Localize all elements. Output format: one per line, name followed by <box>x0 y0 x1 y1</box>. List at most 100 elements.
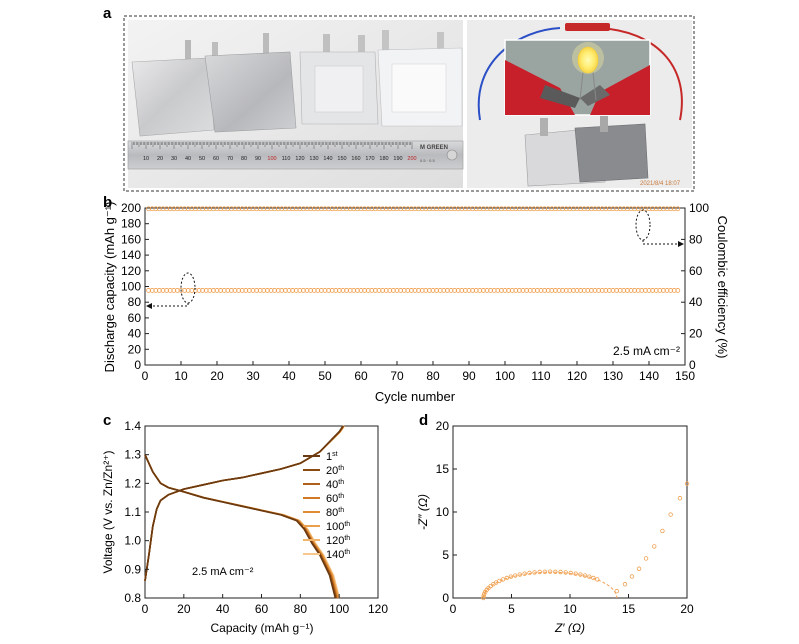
chart-b-point-efficiency <box>607 206 612 212</box>
chart-d-point <box>563 570 568 575</box>
chart-d-xtick-label: 5 <box>508 602 515 616</box>
chart-c-xtick-label: 100 <box>329 602 349 616</box>
chart-b-point-capacity <box>610 288 616 293</box>
chart-d-point <box>558 569 563 575</box>
ruler-number: 60 <box>213 156 219 162</box>
chart-d-point <box>522 571 527 576</box>
chart-b-point-capacity <box>146 288 152 293</box>
chart-b-point-capacity <box>383 288 389 293</box>
chart-b-point-efficiency <box>491 206 497 212</box>
chart-b-point-efficiency <box>643 206 648 212</box>
chart-d-point <box>542 569 548 574</box>
chart-b-arrow-right <box>642 240 678 245</box>
chart-b-point-efficiency <box>538 206 544 212</box>
chart-b-point-efficiency <box>556 206 562 212</box>
chart-b-point-capacity <box>437 288 443 293</box>
chart-b-xtick-label: 0 <box>142 369 149 383</box>
chart-b-point-efficiency <box>311 206 317 212</box>
chart-d-xtick-label: 15 <box>622 602 636 616</box>
chart-b-point-capacity <box>455 288 461 293</box>
chart-d-ytick-label: 5 <box>442 548 449 562</box>
chart-b-ytick-right-label: 20 <box>689 327 703 341</box>
chart-d-point <box>587 574 592 579</box>
chart-b-point-efficiency <box>236 206 242 212</box>
chart-b-xtick-label: 50 <box>318 369 332 383</box>
chart-b-point-capacity <box>592 288 598 293</box>
chart-d-point <box>591 575 596 581</box>
chart-b-point-capacity <box>520 288 526 293</box>
chart-c-xtick-label: 20 <box>177 602 191 616</box>
chart-b-point-efficiency <box>653 206 659 212</box>
chart-c-legend-label: 80th <box>326 507 344 519</box>
chart-b-point-capacity <box>347 288 353 293</box>
chart-d-point <box>527 570 532 576</box>
chart-d-point <box>537 569 542 575</box>
chart-c-charge-curve <box>144 425 345 581</box>
chart-c-legend-label: 1st <box>326 451 338 463</box>
chart-b-point-efficiency <box>535 206 540 212</box>
chart-b-xtick-label: 10 <box>174 369 188 383</box>
chart-d-point <box>568 570 573 576</box>
chart-b-ytick-left-label: 160 <box>121 232 141 246</box>
chart-d-point <box>481 595 486 601</box>
chart-b-point-efficiency <box>243 206 249 212</box>
chart-d-fit-curve <box>482 571 618 599</box>
chart-b-point-capacity <box>218 288 224 293</box>
chart-b-point-efficiency <box>599 206 605 212</box>
chart-c-ytick-label: 1.3 <box>124 448 141 462</box>
ruler-number: 40 <box>185 156 191 162</box>
chart-b-point-capacity <box>671 288 677 293</box>
chart-b-xlabel: Cycle number <box>375 389 456 404</box>
ruler-number: 110 <box>282 156 291 162</box>
chart-d-ytick-label: 10 <box>436 505 450 519</box>
chart-b-xtick-label: 30 <box>246 369 260 383</box>
chart-b-point-capacity <box>589 288 594 293</box>
ruler-number: 130 <box>309 156 318 162</box>
chart-c-ytick-label: 1.0 <box>124 534 141 548</box>
chart-b-ytick-left-label: 0 <box>134 358 141 372</box>
photo-pouch-cells: 10 20 30 40 50 60 70 80 90 100 110 120 130 140 150 160 1… <box>127 20 464 188</box>
ruler-number: 20 <box>157 156 163 162</box>
chart-d-ylabel: -Z″ (Ω) <box>416 494 430 530</box>
chart-b-point-efficiency <box>610 206 616 212</box>
chart-c-xtick-label: 60 <box>255 602 269 616</box>
chart-b-ytick-right-label: 80 <box>689 232 703 246</box>
chart-b: 0 10 20 30 40 50 60 70 80 90 100 110 120 130 140 150020… <box>102 201 730 404</box>
chart-b-point-capacity <box>207 288 213 293</box>
chart-d-point <box>668 512 673 517</box>
chart-d-point <box>636 566 642 571</box>
chart-d-point <box>578 572 583 577</box>
chart-b-point-capacity <box>581 288 587 293</box>
chart-c-charge-curve <box>144 425 345 581</box>
chart-b-point-capacity <box>653 288 659 293</box>
chart-d-point <box>508 574 514 579</box>
chart-b-annotation: 2.5 mA cm⁻² <box>613 344 680 358</box>
chart-b-point-efficiency <box>661 206 666 212</box>
chart-b-point-efficiency <box>419 206 425 212</box>
chart-b-arrowhead-left <box>146 303 152 309</box>
chart-d-point <box>553 569 558 574</box>
chart-b-point-capacity <box>574 288 580 293</box>
chart-b-point-efficiency <box>225 206 231 212</box>
chart-b-ytick-left-label: 20 <box>128 342 142 356</box>
chart-b-point-efficiency <box>189 206 195 212</box>
chart-b-point-efficiency <box>171 206 177 212</box>
chart-b-point-efficiency <box>207 206 213 212</box>
chart-b-point-capacity <box>153 288 159 293</box>
chart-b-point-efficiency <box>329 206 335 212</box>
chart-b-ytick-left-label: 200 <box>121 201 141 215</box>
chart-b-point-efficiency <box>589 206 594 212</box>
chart-b-point-efficiency <box>383 206 389 212</box>
chart-b-point-efficiency <box>664 206 670 212</box>
chart-b-point-capacity <box>401 288 407 293</box>
chart-b-point-efficiency <box>146 206 152 212</box>
chart-b-ytick-right-label: 0 <box>689 358 696 372</box>
chart-b-ylabel-right: Coulombic efficiency (%) <box>715 216 730 359</box>
chart-b-point-efficiency <box>563 206 569 212</box>
chart-b-point-capacity <box>635 288 641 293</box>
chart-b-point-efficiency <box>293 206 299 212</box>
chart-b-ytick-left-label: 40 <box>128 327 142 341</box>
chart-b-point-efficiency <box>646 206 652 212</box>
chart-d-point <box>614 588 619 594</box>
